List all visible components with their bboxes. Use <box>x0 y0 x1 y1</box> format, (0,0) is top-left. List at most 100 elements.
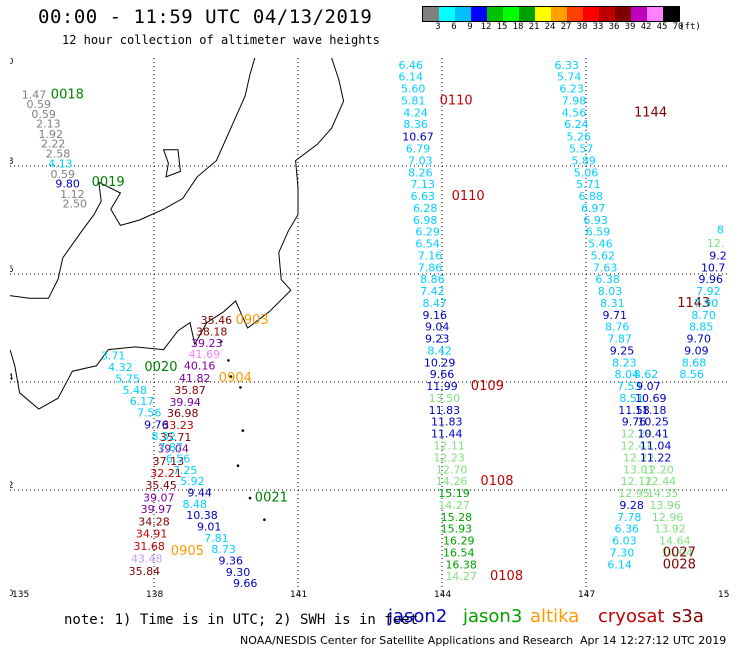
wave-height-value: 9.07 <box>636 380 661 393</box>
colorbar-label: 15 <box>496 22 508 32</box>
pass-time-label: 0108 <box>490 569 523 584</box>
wave-height-value: 8.62 <box>634 368 659 381</box>
sado-island <box>162 149 181 178</box>
wave-height-value: 13.50 <box>429 392 461 405</box>
wave-height-value: 10.38 <box>186 509 218 522</box>
colorbar-swatch <box>471 7 487 21</box>
wave-height-value: 39.23 <box>191 337 223 350</box>
wave-height-value: 5.60 <box>401 83 426 96</box>
wave-height-value: 39.97 <box>141 503 173 516</box>
wave-height-value: 12.96 <box>652 511 684 524</box>
wave-height-value: 9.70 <box>687 333 712 346</box>
colorbar-label: 24 <box>544 22 556 32</box>
wave-height-value: 12.11 <box>433 440 465 453</box>
colorbar-swatch <box>423 7 439 21</box>
wave-height-value: 6.03 <box>612 535 637 548</box>
wave-height-value: 7.81 <box>204 532 229 545</box>
wave-height-value: 7.78 <box>617 511 642 524</box>
wave-height-value: 11.83 <box>429 404 461 417</box>
wave-height-value: 6.63 <box>411 190 436 203</box>
wave-height-value: 7.92 <box>696 285 721 298</box>
island-dot <box>263 518 266 521</box>
wave-height-value: 12.23 <box>433 451 465 464</box>
wave-height-value: 6.97 <box>581 202 606 215</box>
wave-height-value: 13.01 <box>623 463 655 476</box>
wave-height-value: 5.26 <box>567 131 592 144</box>
wave-height-value: 8.36 <box>403 118 428 131</box>
wave-height-value: 41.69 <box>189 348 221 361</box>
wave-height-value: 2.22 <box>41 138 66 151</box>
wave-height-value: 41.82 <box>179 372 211 385</box>
wave-height-value: 34.28 <box>138 516 170 529</box>
wave-height-value: 9.01 <box>197 521 222 534</box>
wave-height-value: 8.85 <box>689 321 714 334</box>
colorbar-swatch <box>519 7 535 21</box>
wave-height-value: 14.27 <box>438 499 470 512</box>
wave-height-value: 6.38 <box>595 273 620 286</box>
colorbar-swatch <box>583 7 599 21</box>
wave-height-value: 7.87 <box>159 441 184 454</box>
wave-height-value: 8.31 <box>600 297 625 310</box>
wave-height-value: 9.36 <box>219 555 244 568</box>
wave-height-value: 9.80 <box>55 178 80 191</box>
colorbar-label: 12 <box>480 22 492 32</box>
colorbar-swatch <box>599 7 615 21</box>
wave-height-value: 35.45 <box>145 479 177 492</box>
wave-height-value: 8.70 <box>691 309 716 322</box>
colorbar-swatch <box>455 7 471 21</box>
colorbar-label: 42 <box>640 22 652 32</box>
wave-height-value: 9.71 <box>603 309 628 322</box>
wave-height-value: 9.66 <box>233 577 258 590</box>
wave-height-value: 31.68 <box>133 540 165 553</box>
colorbar-label: 9 <box>467 22 473 32</box>
wave-height-value: 8 <box>717 224 724 237</box>
wave-height-value: 11.44 <box>431 428 463 441</box>
colorbar-label: 6 <box>451 22 457 32</box>
wave-height-value: 0.59 <box>31 108 56 121</box>
wave-height-value: 8.48 <box>183 498 208 511</box>
legend-cryosat: cryosat <box>598 606 665 627</box>
legend-jason2: jason2 <box>388 606 448 627</box>
wave-height-value: 2.50 <box>63 198 88 211</box>
wave-height-value: 8.73 <box>211 543 236 556</box>
wave-height-value: 6.14 <box>607 558 632 571</box>
wave-height-value: 7.90 <box>694 297 719 310</box>
wave-height-value: 12.95 <box>618 487 650 500</box>
wave-height-value: 6.17 <box>130 395 155 408</box>
pass-time-label: 0020 <box>144 360 177 375</box>
wave-height-value: 12.22 <box>623 451 655 464</box>
wave-height-value: 12.20 <box>642 463 674 476</box>
wave-height-value: 36.98 <box>167 407 199 420</box>
wave-height-value: 9.09 <box>684 344 709 357</box>
coastline-west <box>10 58 256 299</box>
wave-height-value: 8.03 <box>598 285 623 298</box>
island-dot <box>219 340 223 343</box>
wave-height-value: 9.28 <box>619 499 644 512</box>
lat-tick-label: 40 <box>10 58 14 67</box>
lat-tick-label: 36 <box>10 265 14 275</box>
wave-height-value: 6.56 <box>166 452 191 465</box>
coastline-east <box>10 58 345 410</box>
wave-height-value: 7.42 <box>420 285 445 298</box>
wave-height-value: 9.23 <box>425 333 450 346</box>
wave-height-value: 11.18 <box>635 404 667 417</box>
wave-height-value: 10.25 <box>637 416 669 429</box>
wave-height-value: 7.53 <box>617 380 642 393</box>
colorbar-label: 18 <box>512 22 524 32</box>
wave-height-value: 8.42 <box>427 344 452 357</box>
pass-time-label: 0109 <box>471 379 504 394</box>
colorbar-swatch <box>615 7 631 21</box>
wave-height-value: 7.87 <box>607 333 632 346</box>
wave-height-value: 10.29 <box>424 356 456 369</box>
wave-height-value: 9.04 <box>425 321 450 334</box>
wave-height-value: 9.76 <box>144 418 169 431</box>
wave-height-value: 15.28 <box>441 511 473 524</box>
wave-height-value: 9.16 <box>423 309 448 322</box>
wave-height-value: 16.38 <box>445 558 477 571</box>
wave-height-value: 6.54 <box>415 238 440 251</box>
units-note: note: 1) Time is in UTC; 2) SWH is in fe… <box>64 612 419 628</box>
wave-height-value: 5.75 <box>115 373 140 386</box>
wave-height-value: 9.76 <box>622 416 647 429</box>
wave-height-value: 14.64 <box>659 535 691 548</box>
wave-height-value: 7.30 <box>610 546 635 559</box>
